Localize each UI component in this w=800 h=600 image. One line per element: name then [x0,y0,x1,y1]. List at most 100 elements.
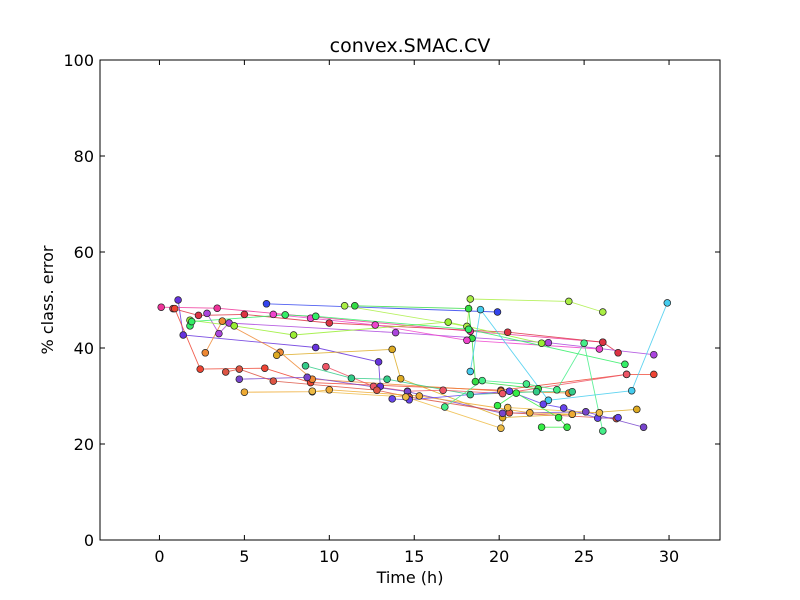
data-point [621,360,629,369]
data-point [544,396,553,405]
data-point [595,409,604,417]
data-point [614,413,622,422]
data-point [512,389,520,397]
data-point [580,339,588,347]
data-point [526,409,534,417]
data-point [627,386,636,395]
data-point [471,377,480,386]
data-point [402,393,410,401]
data-point [373,386,381,394]
x-axis-label: Time (h) [376,568,444,587]
data-point [235,365,244,373]
data-point [444,318,452,326]
data-point [505,387,514,395]
data-point [383,375,391,383]
data-point [498,409,507,418]
data-point [371,321,379,329]
data-point [498,389,507,398]
data-point [157,303,165,311]
data-point [565,297,573,306]
data-point [311,312,320,321]
data-point [532,387,541,396]
x-tick-label: 5 [239,547,249,566]
data-point [301,362,310,370]
data-point [396,374,405,383]
data-point [221,368,230,376]
data-point [441,403,449,411]
data-point [388,345,396,354]
data-point [187,317,196,326]
y-tick-label: 20 [74,435,94,454]
data-point [269,310,278,319]
data-point [240,310,249,319]
data-point [262,300,271,308]
data-point [476,305,485,314]
data-point [663,299,672,307]
data-point [170,304,179,313]
data-point [272,351,281,359]
data-point [281,311,289,319]
data-point [639,423,648,431]
data-point [218,317,227,325]
data-point [374,358,383,366]
data-point [213,304,221,312]
data-point [203,309,211,318]
y-tick-label: 40 [74,339,94,358]
data-point [599,308,607,316]
data-point [466,295,475,303]
series-layer [157,295,672,435]
data-point [599,427,607,435]
data-point [463,336,471,345]
x-tick-label: 15 [404,547,424,566]
data-point [340,302,349,310]
chart-title: convex.SMAC.CV [330,35,491,57]
data-point [415,392,424,400]
data-point [582,408,590,416]
x-tick-label: 0 [154,547,164,566]
data-point [544,338,553,347]
y-tick-label: 0 [84,531,94,550]
data-point [650,350,658,359]
data-point [497,424,505,432]
y-tick-label: 80 [74,147,94,166]
data-point [308,387,317,395]
data-point [347,374,356,382]
data-point [503,328,512,336]
data-point [568,387,576,396]
data-point [493,401,502,410]
data-point [466,390,475,399]
data-point [269,377,278,385]
series-line-15 [325,366,627,395]
y-axis-label: % class. error [38,245,57,354]
data-point [391,328,400,337]
plot-area [100,60,720,540]
data-point [303,373,311,382]
data-point [325,319,334,327]
x-tick-label: 10 [319,547,339,566]
data-point [568,410,576,418]
plot-frame [99,59,721,541]
data-point [599,338,607,346]
data-point [503,403,512,412]
data-point [196,365,204,373]
data-point [351,302,359,310]
data-point [554,413,563,422]
data-point [559,404,568,412]
data-point [240,388,249,396]
x-tick-label: 30 [659,547,679,566]
data-point [464,304,473,313]
series-line-16 [239,376,644,428]
data-point [493,308,502,316]
data-point [537,423,546,431]
data-point [439,386,447,394]
data-point [322,362,330,371]
data-point [563,423,571,431]
y-tick-label: 60 [74,243,94,262]
data-point [325,386,334,394]
data-point [537,339,546,347]
data-point [174,296,182,304]
x-tick-label: 25 [574,547,594,566]
data-point [179,331,187,339]
data-point [261,364,269,372]
x-tick-label: 20 [489,547,509,566]
